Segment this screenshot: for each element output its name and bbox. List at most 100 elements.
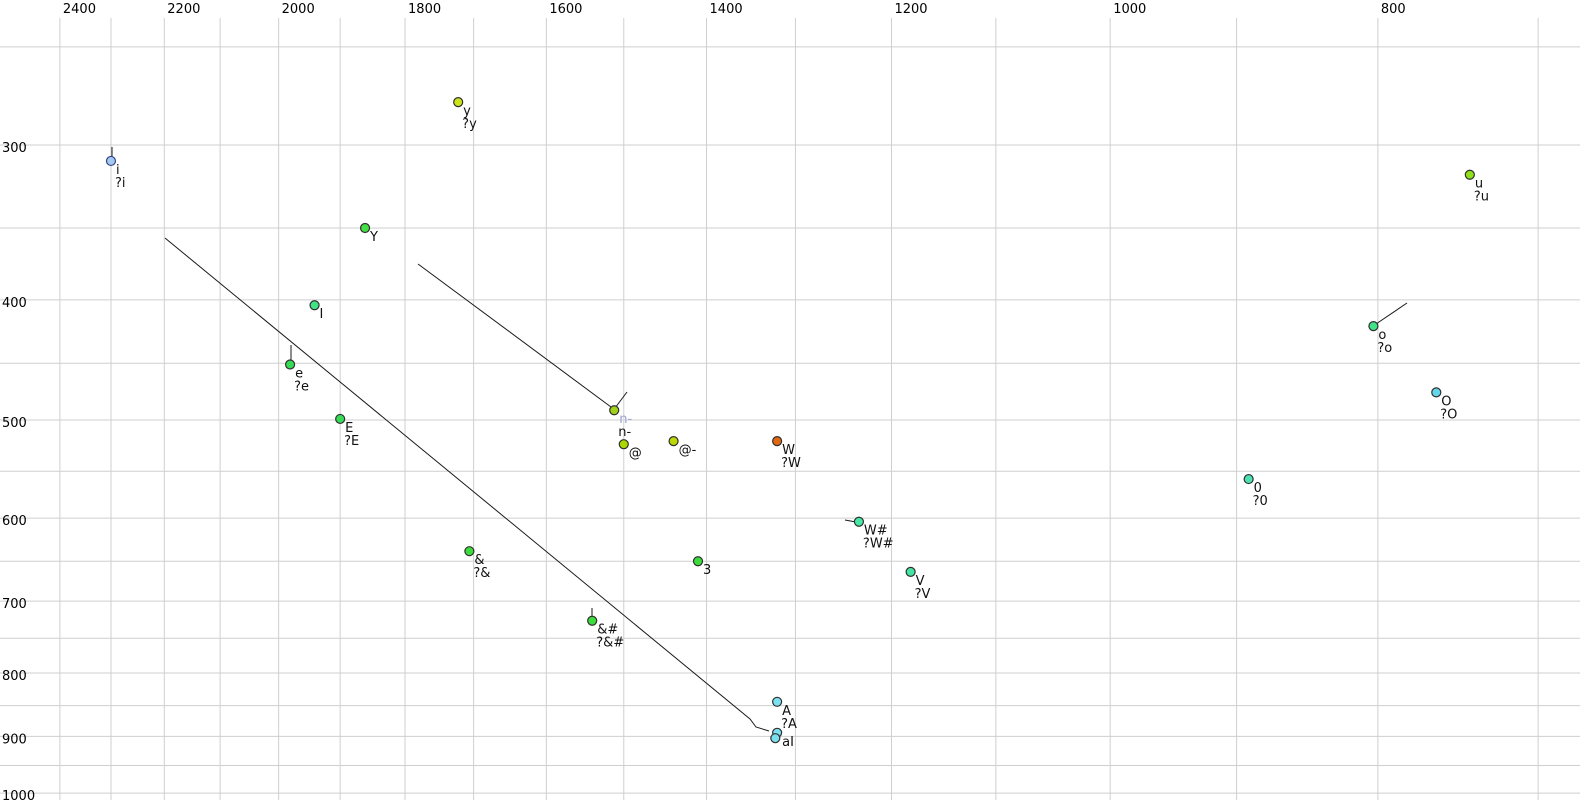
vowel-label2-W: ?W: [781, 456, 801, 471]
vowel-token-3[interactable]: 3: [692, 556, 711, 579]
vowel-token-y[interactable]: y?y: [453, 97, 477, 132]
vowel-label2-O: ?O: [1440, 407, 1457, 422]
vowel-token-W#[interactable]: W#?W#: [853, 516, 894, 552]
vowel-marker-dot[interactable]: [770, 733, 781, 744]
vowel-marker-@-[interactable]: [668, 436, 679, 447]
x-axis-tick-label: 800: [1381, 2, 1406, 17]
vowel-marker-o[interactable]: [1368, 321, 1379, 332]
vowel-marker-&#[interactable]: [587, 615, 598, 626]
vowel-label2-u: ?u: [1474, 190, 1489, 205]
y-axis-tick-label: 400: [2, 296, 27, 311]
vowel-token-@[interactable]: @: [618, 439, 642, 462]
vowel-label-u: u: [1475, 177, 1483, 192]
vowel-label-3: 3: [703, 563, 711, 578]
vowel-label-o: o: [1378, 328, 1386, 343]
y-axis-tick-label: 500: [2, 416, 27, 431]
y-axis-tick-label: 600: [2, 514, 27, 529]
vowel-label2-E: ?E: [344, 434, 359, 449]
vowel-marker-W[interactable]: [772, 436, 783, 447]
vowel-label2-V: ?V: [915, 587, 931, 602]
vowel-label-V: V: [916, 574, 925, 589]
vowel-token-0[interactable]: 0?0: [1243, 473, 1268, 510]
y-axis-tick-label: 1000: [2, 789, 35, 800]
vowel-label-A: A: [782, 704, 791, 719]
x-axis-tick-label: 2000: [282, 2, 315, 17]
vowel-label-i: i: [116, 163, 120, 178]
x-axis-tick-label: 1000: [1113, 2, 1146, 17]
vowel-marker-Y[interactable]: [359, 222, 371, 234]
vowel-label2-o: ?o: [1377, 341, 1392, 356]
y-axis-tick-label: 700: [2, 597, 27, 612]
vowel-token-A[interactable]: A?A: [772, 696, 797, 732]
vowel-label2-W#: ?W#: [863, 537, 894, 552]
x-axis-tick-label: 1800: [408, 2, 441, 17]
vowel-label-&#: &#: [597, 623, 618, 638]
vowel-label-Y: Y: [369, 230, 378, 245]
n-tick: [614, 391, 628, 409]
vowel-marker-3[interactable]: [692, 556, 704, 567]
vowel-marker-e[interactable]: [284, 359, 296, 370]
vowel-token-&#[interactable]: &#?&#: [587, 615, 624, 651]
y-axis-tick-label: 800: [2, 669, 27, 684]
vowel-token-i[interactable]: i?i: [105, 155, 126, 191]
vowel-label-@-: @-: [679, 443, 697, 458]
vowel-label-0: 0: [1254, 481, 1262, 496]
vowel-label2-n-: n-: [618, 425, 631, 440]
vowel-marker-I[interactable]: [309, 300, 320, 311]
vowel-token-@-[interactable]: @-: [668, 436, 697, 459]
vowel-token-V[interactable]: V?V: [905, 566, 931, 602]
vowel-token-u[interactable]: u?u: [1464, 169, 1489, 205]
vowel-token-o[interactable]: o?o: [1368, 321, 1392, 357]
vowel-label-y: y: [463, 104, 471, 119]
vowel-marker-i[interactable]: [105, 155, 117, 167]
aI-trajectory: [164, 237, 770, 732]
y-axis-tick-label: 300: [2, 141, 27, 156]
x-axis-tick-label: 1600: [549, 2, 582, 17]
x-axis-tick-label: 2200: [167, 2, 200, 17]
vowel-label2-&: ?&: [473, 566, 490, 581]
vowel-token-dot[interactable]: [770, 733, 781, 744]
vowel-token-O[interactable]: O?O: [1431, 387, 1458, 423]
vowel-label-e: e: [295, 366, 303, 381]
vowel-marker-&[interactable]: [464, 546, 475, 557]
vowel-label2-&#: ?&#: [596, 636, 624, 651]
vowel-token-E[interactable]: E?E: [335, 413, 360, 449]
vowel-marker-V[interactable]: [905, 566, 916, 577]
vowel-label-O: O: [1441, 394, 1451, 409]
vowel-label2-e: ?e: [294, 379, 309, 394]
vowel-label-E: E: [345, 421, 353, 436]
vowel-token-&[interactable]: &?&: [464, 546, 491, 582]
vowel-marker-E[interactable]: [335, 413, 346, 425]
vowel-label2-y: ?y: [462, 117, 477, 132]
vowel-marker-0[interactable]: [1243, 473, 1254, 485]
vowel-token-W[interactable]: W?W: [772, 436, 801, 472]
vowel-label-n-: n-: [619, 412, 632, 427]
n-trajectory: [417, 263, 612, 408]
vowel-token-Y[interactable]: Y: [359, 222, 379, 246]
vowel-label-&: &: [474, 553, 484, 568]
vowel-marker-y[interactable]: [453, 97, 464, 108]
vowel-marker-A[interactable]: [772, 696, 783, 707]
vowel-token-I[interactable]: I: [309, 300, 324, 323]
x-axis-tick-label: 1200: [894, 2, 927, 17]
vowel-label2-A: ?A: [781, 717, 797, 732]
vowel-marker-O[interactable]: [1431, 387, 1442, 398]
vowel-label-W#: W#: [864, 524, 888, 539]
vowel-marker-@[interactable]: [618, 439, 629, 450]
vowel-token-n-[interactable]: n-n-: [609, 405, 633, 441]
vowel-marker-W#[interactable]: [853, 516, 865, 527]
vowel-token-e[interactable]: e?e: [284, 359, 309, 395]
vowel-label-aI: aI: [782, 735, 794, 750]
vowel-label2-i: ?i: [115, 176, 126, 191]
vowel-label2-0: ?0: [1253, 494, 1268, 509]
o-tick: [1375, 302, 1408, 325]
vowel-label-I: I: [320, 307, 324, 322]
vowel-label-@: @: [629, 446, 642, 461]
vowel-marker-n-[interactable]: [609, 405, 620, 416]
vowel-marker-u[interactable]: [1464, 169, 1475, 180]
vowel-label-W: W: [782, 443, 795, 458]
y-axis-tick-label: 900: [2, 732, 27, 747]
